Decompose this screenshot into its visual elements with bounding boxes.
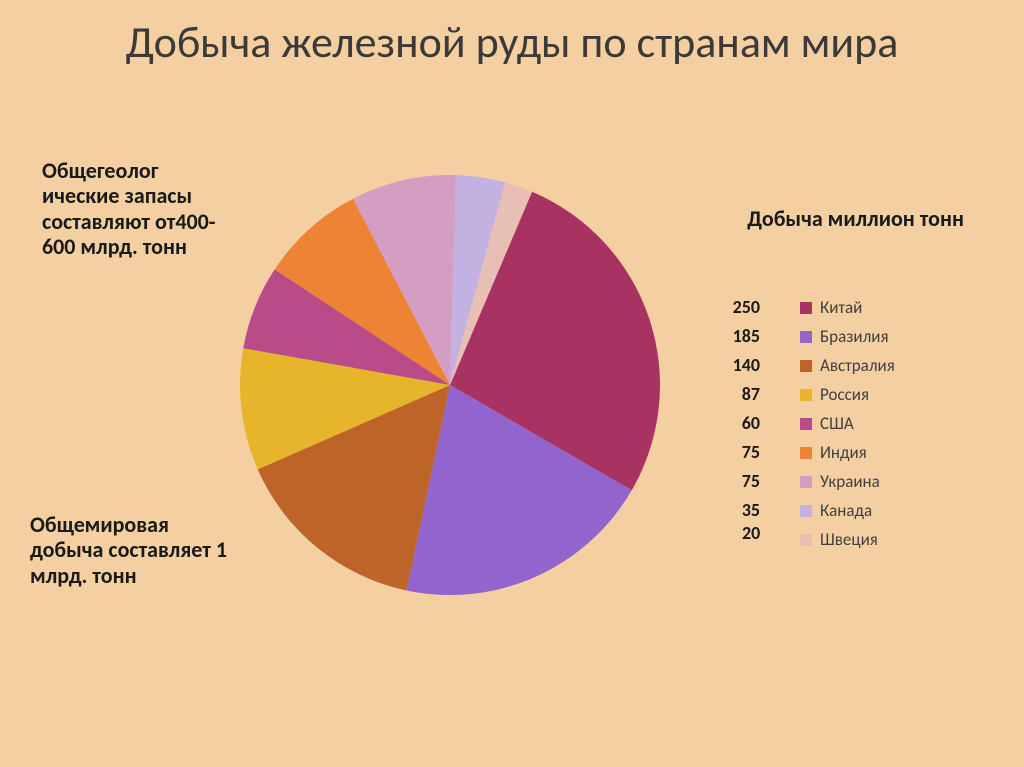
- legend-item: Швеция: [800, 525, 895, 554]
- legend-label: Австралия: [820, 355, 895, 376]
- value-label: 87: [720, 380, 760, 409]
- pie-chart: [240, 175, 660, 595]
- legend-swatch: [800, 447, 812, 459]
- chart-title: Добыча железной руды по странам мира: [0, 0, 1024, 66]
- value-label: 185: [720, 322, 760, 351]
- legend-swatch: [800, 302, 812, 314]
- legend-item: США: [800, 409, 895, 438]
- legend-item: Китай: [800, 293, 895, 322]
- legend-item: Канада: [800, 496, 895, 525]
- value-label: 20: [742, 519, 760, 548]
- value-label: 75: [720, 438, 760, 467]
- legend-swatch: [800, 360, 812, 372]
- value-label: 60: [720, 409, 760, 438]
- legend-swatch: [800, 389, 812, 401]
- legend: Китай Бразилия Австралия Россия США Индия Укра…: [800, 293, 895, 554]
- legend-label: Швеция: [820, 529, 878, 550]
- legend-swatch: [800, 331, 812, 343]
- legend-swatch: [800, 505, 812, 517]
- legend-label: Россия: [820, 384, 869, 405]
- legend-swatch: [800, 418, 812, 430]
- annotation-reserves: Общегеолог ические запасы составляют от4…: [42, 158, 232, 259]
- legend-label: Украина: [820, 471, 880, 492]
- value-label: 140: [720, 351, 760, 380]
- legend-label: Канада: [820, 500, 872, 521]
- value-label: 75: [720, 467, 760, 496]
- value-label: 250: [720, 293, 760, 322]
- legend-swatch: [800, 476, 812, 488]
- legend-label: Индия: [820, 442, 867, 463]
- annotation-production: Общемировая добыча составляет 1 млрд. то…: [30, 512, 235, 588]
- legend-swatch: [800, 534, 812, 546]
- legend-item: Украина: [800, 467, 895, 496]
- legend-item: Индия: [800, 438, 895, 467]
- legend-item: Австралия: [800, 351, 895, 380]
- chart-subtitle: Добыча миллион тонн: [747, 205, 964, 232]
- legend-label: США: [820, 413, 854, 434]
- legend-item: Россия: [800, 380, 895, 409]
- legend-item: Бразилия: [800, 322, 895, 351]
- legend-label: Бразилия: [820, 326, 889, 347]
- value-column: 250185140876075753520: [720, 293, 760, 548]
- legend-label: Китай: [820, 297, 862, 318]
